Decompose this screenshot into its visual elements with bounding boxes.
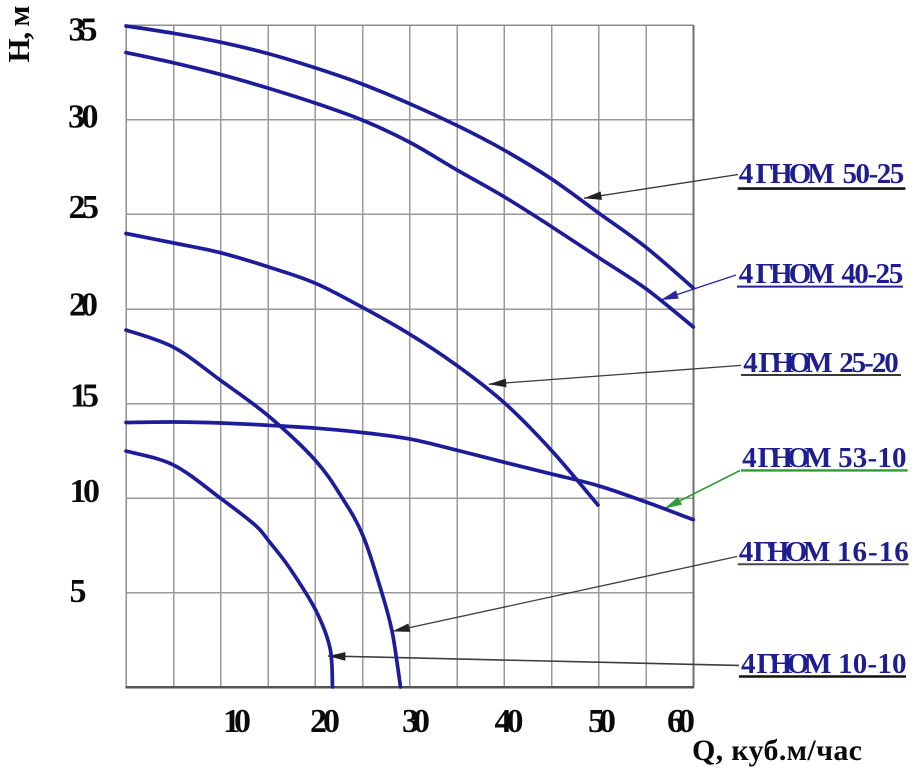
svg-text:10: 10 <box>223 703 251 740</box>
svg-text:10: 10 <box>70 473 101 510</box>
svg-text:25: 25 <box>69 189 100 226</box>
svg-text:35: 35 <box>69 11 98 48</box>
svg-text:Q, куб.м/час: Q, куб.м/час <box>692 734 862 767</box>
svg-text:40: 40 <box>495 703 524 740</box>
svg-text:30: 30 <box>68 99 99 136</box>
svg-text:5: 5 <box>70 573 87 610</box>
svg-text:10-10: 10-10 <box>838 648 906 680</box>
svg-text:50: 50 <box>588 703 616 740</box>
svg-text:ГНОМ: ГНОМ <box>759 347 833 379</box>
svg-text:20: 20 <box>310 703 340 740</box>
svg-text:Н, м: Н, м <box>1 6 36 63</box>
svg-text:4: 4 <box>739 536 754 568</box>
svg-text:50-25: 50-25 <box>843 158 905 190</box>
svg-text:4: 4 <box>743 347 758 379</box>
svg-text:25-20: 25-20 <box>839 347 899 379</box>
svg-text:ГНОМ: ГНОМ <box>753 536 830 568</box>
svg-text:20: 20 <box>69 287 98 324</box>
svg-text:ГНОМ: ГНОМ <box>756 158 835 190</box>
svg-text:ГНОМ: ГНОМ <box>756 258 835 290</box>
svg-text:4: 4 <box>742 442 757 474</box>
svg-text:4: 4 <box>739 258 754 290</box>
svg-text:30: 30 <box>402 703 430 740</box>
svg-text:16-16: 16-16 <box>837 536 909 568</box>
svg-text:60: 60 <box>667 703 695 740</box>
svg-text:4: 4 <box>741 648 756 680</box>
svg-text:15: 15 <box>70 377 99 414</box>
svg-text:40-25: 40-25 <box>841 258 903 290</box>
svg-text:4: 4 <box>739 158 754 190</box>
svg-text:ГНОМ: ГНОМ <box>758 442 832 474</box>
svg-text:ГНОМ: ГНОМ <box>757 648 832 680</box>
svg-text:53-10: 53-10 <box>838 442 906 474</box>
